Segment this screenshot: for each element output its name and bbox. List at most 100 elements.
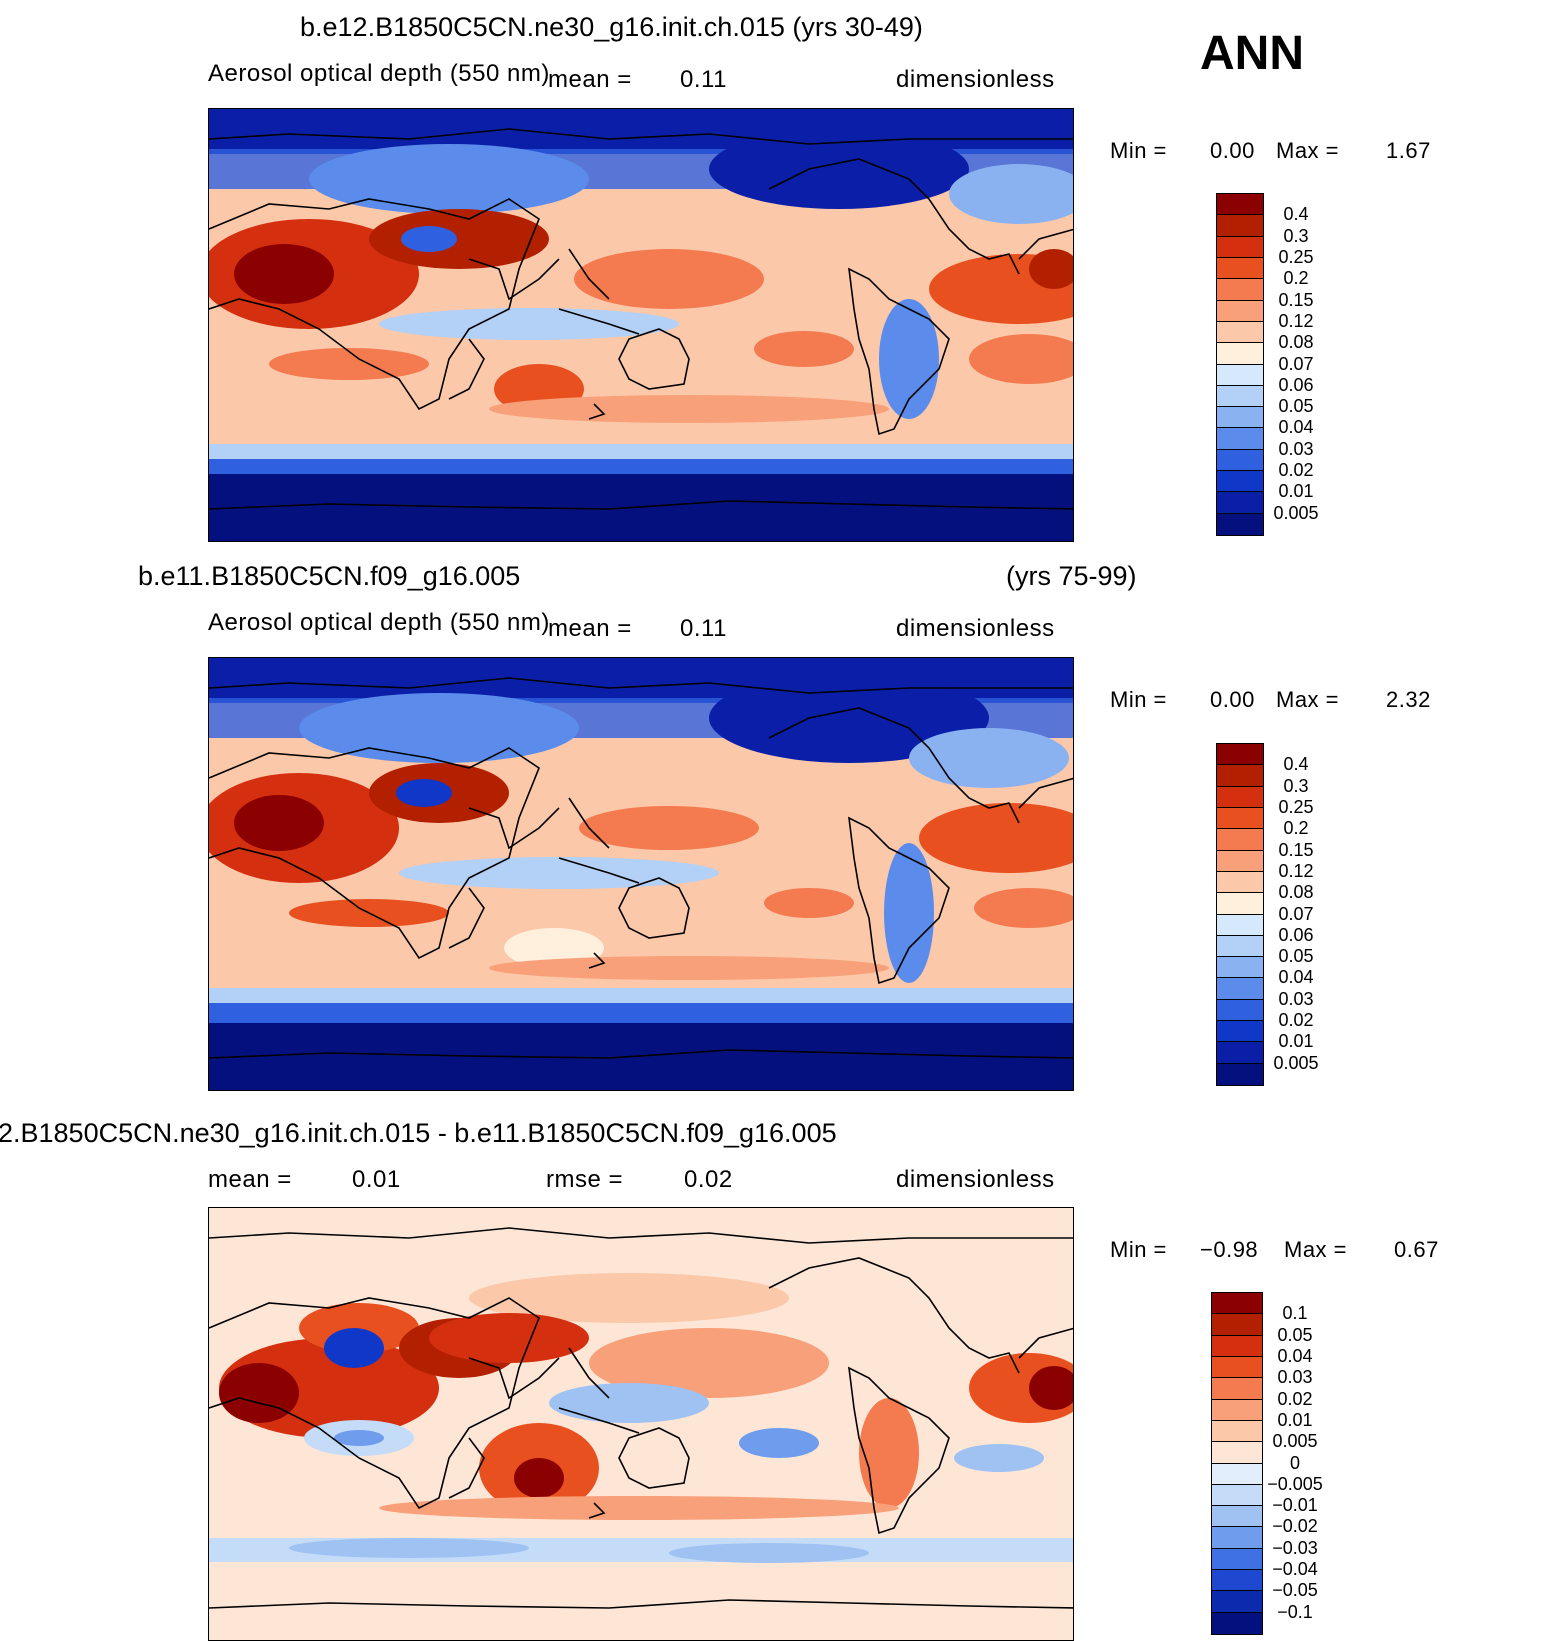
colorbar-swatch [1217,364,1263,386]
colorbar-tick-label: 0.25 [1278,246,1314,267]
panel3-map [208,1207,1074,1641]
colorbar-tick-label: 0.07 [1278,903,1314,924]
colorbar-tick-label: 0.005 [1272,1431,1318,1452]
colorbar-swatch [1212,1335,1262,1357]
panel2-max-label: Max = [1276,687,1340,712]
colorbar-tick-label: 0.05 [1278,946,1314,967]
colorbar-tick-label: 0 [1289,1452,1300,1473]
colorbar-tick-label: −0.02 [1272,1516,1318,1537]
colorbar-swatch [1217,829,1263,851]
colorbar-swatch [1217,1063,1263,1085]
colorbar-swatch [1212,1527,1262,1549]
colorbar-swatch [1217,300,1263,322]
colorbar-tick-label: 0.12 [1278,860,1314,881]
panel1-units: dimensionless [896,66,1055,93]
colorbar-swatch [1217,1042,1263,1064]
colorbar-swatch [1217,957,1263,979]
colorbar-swatch [1217,1021,1263,1043]
colorbar-tick-label: 0.02 [1277,1388,1313,1409]
colorbar-swatch [1217,513,1263,535]
panel1-map-field [209,109,1073,541]
panel1-min-label: Min = [1110,138,1167,163]
panel3-max-value: 0.67 [1394,1237,1439,1262]
colorbar-swatch [1212,1399,1262,1421]
colorbar-tick-label: 0.15 [1278,839,1314,860]
colorbar-tick-label: −0.03 [1272,1537,1318,1558]
colorbar-tick-label: 0.25 [1278,796,1314,817]
colorbar-swatch [1212,1314,1262,1336]
panel2-mean-label: mean = [548,615,632,642]
colorbar-swatch [1212,1591,1262,1613]
panel2-mean-value: 0.11 [680,615,727,642]
panel2-max-value: 2.32 [1386,687,1431,712]
colorbar-tick-label: −0.01 [1272,1495,1318,1516]
panel2-colorbar [1216,743,1264,1086]
colorbar-tick-label: 0.005 [1273,1052,1319,1073]
colorbar-tick-label: −0.04 [1272,1559,1318,1580]
colorbar-tick-label: 0.04 [1278,967,1314,988]
colorbar-tick-label: 0.15 [1278,289,1314,310]
colorbar-swatch [1217,407,1263,429]
colorbar-swatch [1217,893,1263,915]
colorbar-swatch [1212,1506,1262,1528]
colorbar-swatch [1212,1378,1262,1400]
colorbar-tick-label: 0.4 [1283,204,1309,225]
colorbar-swatch [1212,1463,1262,1485]
panel3-rmse-label: rmse = [546,1166,624,1193]
colorbar-tick-label: 0.2 [1283,268,1309,289]
colorbar-tick-label: 0.01 [1278,1031,1314,1052]
colorbar-tick-label: 0.04 [1277,1345,1313,1366]
panel2-min-value: 0.00 [1210,687,1255,712]
colorbar-swatch [1217,279,1263,301]
colorbar-swatch [1212,1570,1262,1592]
colorbar-tick-label: 0.08 [1278,882,1314,903]
colorbar-tick-label: 0.04 [1278,417,1314,438]
colorbar-swatch [1212,1420,1262,1443]
colorbar-swatch [1217,935,1263,958]
colorbar-swatch [1217,850,1263,872]
colorbar-swatch [1217,428,1263,450]
panel3-max-label: Max = [1284,1237,1348,1262]
panel1-title: b.e12.B1850C5CN.ne30_g16.init.ch.015 (yr… [300,12,923,42]
colorbar-tick-label: 0.03 [1277,1367,1313,1388]
panel1-mean-value: 0.11 [680,66,727,93]
colorbar-swatch [1217,914,1263,936]
colorbar-swatch [1217,492,1263,514]
colorbar-swatch [1212,1484,1262,1507]
colorbar-tick-label: 0.03 [1278,988,1314,1009]
colorbar-swatch [1217,321,1263,344]
colorbar-swatch [1217,236,1263,258]
panel1-variable: Aerosol optical depth (550 nm) [208,60,550,87]
colorbar-swatch [1212,1548,1262,1571]
colorbar-tick-label: 0.03 [1278,438,1314,459]
colorbar-tick-label: 0.05 [1277,1324,1313,1345]
colorbar-tick-label: 0.06 [1278,374,1314,395]
colorbar-tick-label: 0.3 [1283,775,1309,796]
colorbar-swatch [1217,999,1263,1022]
panel3-title: 2.B1850C5CN.ne30_g16.init.ch.015 - b.e11… [0,1118,837,1148]
panel3-rmse-value: 0.02 [684,1166,733,1193]
panel3-map-field [209,1208,1073,1640]
colorbar-swatch [1217,807,1263,830]
panel1-max-value: 1.67 [1386,138,1431,163]
colorbar-tick-label: 0.01 [1277,1409,1313,1430]
colorbar-swatch [1217,215,1263,237]
panel2-min-label: Min = [1110,687,1167,712]
colorbar-swatch [1217,871,1263,894]
panel2-map-field [209,658,1073,1090]
colorbar-swatch [1217,385,1263,408]
panel3-min-value: −0.98 [1200,1237,1259,1262]
panel1-map [208,108,1074,542]
panel2-units: dimensionless [896,615,1055,642]
colorbar-tick-label: 0.2 [1283,818,1309,839]
colorbar-tick-label: 0.01 [1278,481,1314,502]
panel3-mean-label: mean = [208,1166,292,1193]
panel1-mean-label: mean = [548,66,632,93]
colorbar-swatch [1217,978,1263,1000]
colorbar-tick-label: 0.02 [1278,1010,1314,1031]
colorbar-swatch [1212,1293,1262,1315]
panel3-colorbar [1211,1292,1263,1635]
colorbar-tick-label: 0.05 [1278,396,1314,417]
colorbar-swatch [1217,343,1263,365]
panel2-years: (yrs 75-99) [1006,561,1137,591]
